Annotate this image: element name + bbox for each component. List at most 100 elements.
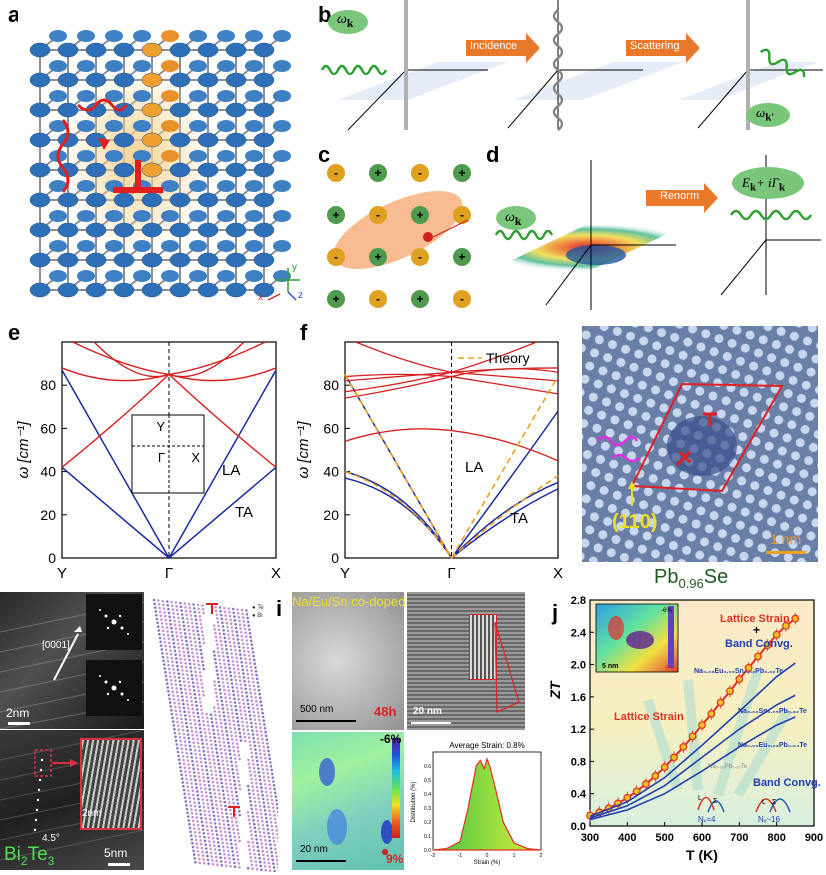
f-theory-curve (344, 470, 453, 559)
ion-charge-label: - (460, 208, 464, 222)
ion-charge-label: + (332, 292, 339, 306)
ion-charge-label: - (334, 250, 338, 264)
ion-charge-label: + (332, 208, 339, 222)
i-hist-ylabel: Distribution (%) (411, 781, 417, 822)
cation-icon (327, 290, 345, 308)
f-la-label: LA (465, 459, 483, 476)
f-acoustic-branch (450, 410, 559, 559)
panel-i-letter: i (276, 596, 283, 621)
anion-icon (453, 290, 471, 308)
h-legend-te: ● Te (252, 605, 264, 611)
e-branch-LA (61, 369, 277, 560)
i-hist-xtick: 1 (513, 853, 516, 859)
j-legend-plus: + (753, 623, 760, 637)
i-scale3-label: 20 nm (300, 844, 328, 855)
f-theory-curve (450, 475, 559, 559)
j-series-line (589, 662, 796, 818)
j-s1: Σ (713, 798, 718, 805)
j-ytick: 0.8 (571, 756, 586, 768)
phonon-wave-icon (56, 119, 70, 193)
omega-k-label: ωk (337, 12, 354, 30)
j-point (735, 675, 744, 683)
j-legend-band: Band Convg. (725, 638, 793, 650)
e-xtick: Y (57, 565, 67, 582)
cation-icon (369, 248, 387, 266)
anion-icon (327, 248, 345, 266)
axis-x-label: x (258, 292, 263, 303)
e-la-label: LA (222, 462, 240, 479)
j-ytick: 1.6 (571, 692, 586, 704)
cation-icon (411, 206, 429, 224)
j-ylabel: ZT (548, 680, 563, 700)
j-xtick: 500 (655, 832, 673, 844)
i-scale2-label: 20 nm (413, 706, 442, 717)
g-scalebar-label: 1 nm (770, 531, 802, 547)
i-colorbar (392, 738, 400, 838)
ion-charge-label: - (376, 208, 380, 222)
f-acoustic-branch (344, 470, 453, 559)
e-xtick: X (271, 565, 281, 582)
j-ytick: 2.0 (571, 660, 586, 672)
omega-k-label-d: ωk (505, 210, 522, 228)
cation-icon (453, 164, 471, 182)
e-optical-branch (72, 341, 170, 376)
e-ytick: 80 (40, 377, 56, 393)
e-ytick: 40 (40, 464, 56, 480)
j-xtick: 900 (805, 832, 823, 844)
j-point (707, 709, 716, 718)
panel-h-tem-bottom: 2nm 4.5° Bi2Te3 5nm (0, 730, 144, 870)
f-theory-curve (450, 376, 559, 559)
h-scale1-label: 2nm (6, 706, 30, 720)
e-optical-branch (168, 367, 277, 382)
i-hist-xlabel: Strain (%) (474, 860, 501, 866)
j-point (688, 732, 697, 741)
ion-charge-label: - (334, 166, 338, 180)
j-xlabel: T (K) (686, 847, 718, 863)
j-curve3-label: Na₀.₀₃Eu₀.₀₃Pb₀.₉₄Te (738, 742, 807, 749)
cation-icon (411, 290, 429, 308)
i-cb-top-label: -6% (380, 732, 402, 746)
panel-a-lattice (18, 10, 308, 305)
panel-i-strain-map: 20 nm (292, 732, 404, 870)
f-acoustic-branch (451, 488, 559, 559)
j-curve4-label: Na₀.₀₃Pb₀.₉₇Te (708, 764, 748, 770)
panel-d-diagram (491, 155, 821, 310)
j-lattice-label: Lattice Strain (614, 711, 684, 723)
panel-h-tem-top: [0001] 2nm (0, 592, 144, 729)
j-point (782, 621, 790, 630)
ion-charge-label: - (418, 166, 422, 180)
i-hist-ytick: 0.0 (424, 848, 431, 854)
fft-inset-2 (86, 660, 142, 716)
panel-i-histogram: 0.0 0.1 0.2 0.3 0.4 0.5 0.6 -2 -1 0 1 2 Average Stra… (407, 732, 547, 872)
j-series-line (589, 694, 796, 819)
h-angle-label: 4.5° (42, 833, 60, 844)
j-point (642, 780, 650, 788)
i-hist-xtick: 2 (540, 853, 543, 859)
j-point (772, 630, 781, 639)
ion-charge-label: - (460, 292, 464, 306)
anion-icon (369, 290, 387, 308)
j-point (716, 698, 725, 707)
e-optical-branch (93, 341, 170, 378)
panel-e-letter: e (8, 320, 21, 345)
scattering-label: Scattering (630, 40, 680, 52)
i-hist-ytick: 0.1 (424, 834, 431, 840)
e-optical-branch (61, 367, 170, 382)
j-xtick: 300 (581, 832, 599, 844)
ion-charge-label: - (418, 250, 422, 264)
j-ytick: 1.2 (571, 724, 586, 736)
i-hist-ytick: 0.5 (424, 778, 431, 784)
ion-charge-label: + (416, 208, 423, 222)
panel-f-chart: 0 20 40 60 80 Y Γ Xω [cm⁻¹] Theory LA TA (295, 341, 563, 582)
panel-j-chart: 0.0 0.4 0.8 1.2 1.6 2.0 2.4 2.8 300 400 500 600 700 8… (548, 595, 823, 863)
h-material-label: Bi2Te3 (4, 844, 55, 868)
j-s2: Σ (772, 799, 777, 806)
j-point (670, 753, 678, 762)
cation-icon (327, 206, 345, 224)
e-ytick: 60 (40, 420, 56, 436)
j-xtick: 700 (730, 832, 748, 844)
j-curve1-label: Na₀.₀₃Eu₀.₀₃Sn₀.₀₂Pb₀.₉₂Te (694, 668, 783, 675)
j-band-label: Band Convg. (753, 777, 821, 789)
fft-inset-1 (86, 594, 142, 650)
dislocation-region-outline (630, 382, 784, 493)
